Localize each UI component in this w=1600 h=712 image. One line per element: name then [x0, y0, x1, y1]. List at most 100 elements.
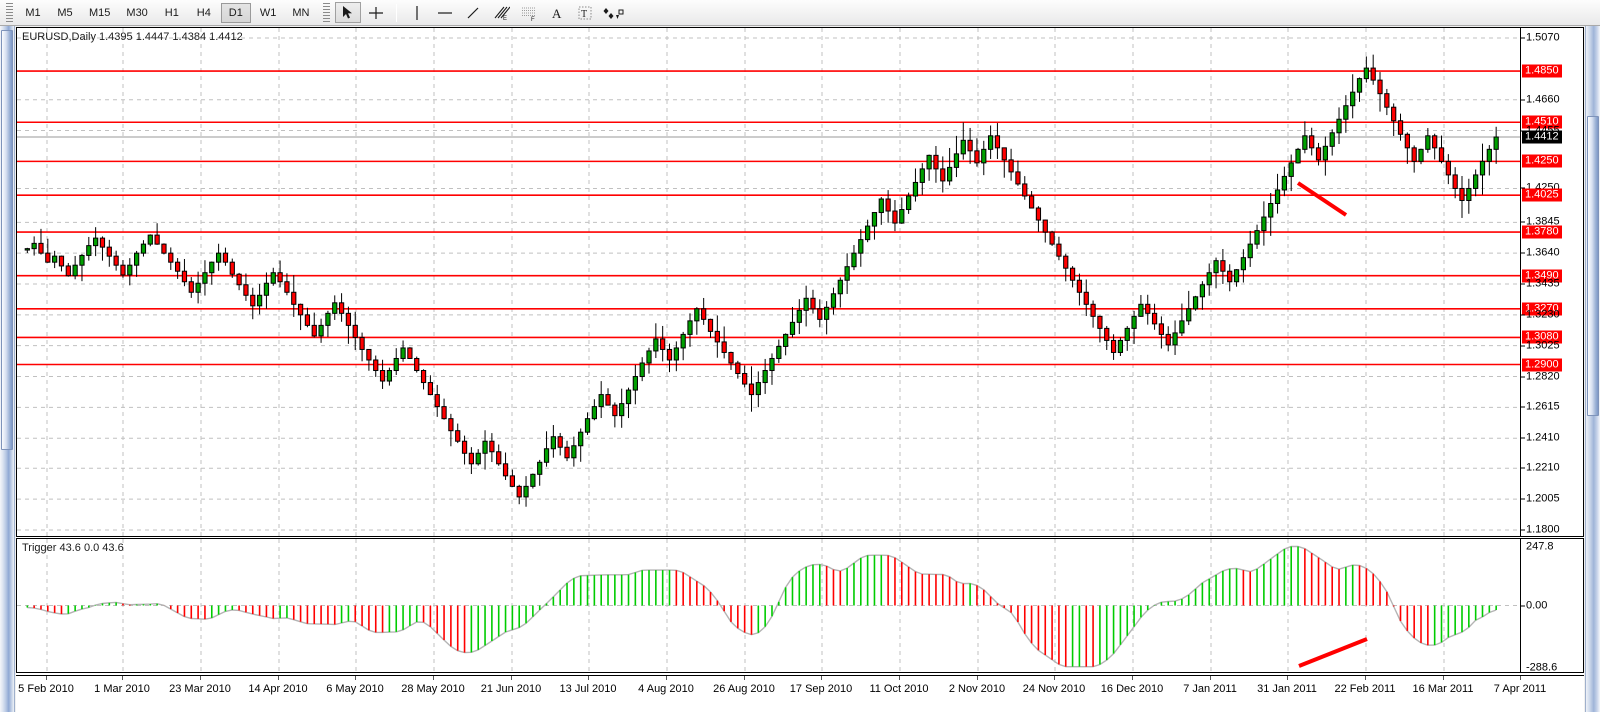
trendline-tool-button[interactable] — [460, 2, 486, 23]
price-axis-tick — [1521, 498, 1525, 500]
left-scrollbar[interactable] — [0, 26, 15, 712]
price-axis-label: 1.3435 — [1526, 277, 1560, 290]
time-axis-tick — [122, 676, 123, 680]
text-tool-button[interactable]: A — [544, 2, 570, 23]
time-axis[interactable]: 5 Feb 2010 1 Mar 2010 23 Mar 2010 14 Apr 20… — [16, 675, 1584, 712]
cursor-tool-button[interactable] — [335, 2, 362, 23]
time-axis-label: 16 Dec 2010 — [1100, 683, 1164, 695]
timeframe-button-mn[interactable]: MN — [292, 6, 310, 19]
time-axis-tick — [744, 676, 745, 680]
svg-text:T: T — [581, 9, 587, 20]
toolbar-separator-1 — [396, 3, 398, 22]
text-a-icon: A — [552, 6, 562, 21]
timeframe-button-w1[interactable]: W1 — [259, 6, 277, 19]
price-axis-tick — [1521, 283, 1525, 285]
time-axis-label: 17 Sep 2010 — [789, 683, 853, 695]
time-axis-label: 23 Mar 2010 — [169, 683, 231, 695]
time-axis-tick — [1443, 676, 1444, 680]
elliott-wave-icon: E — [494, 6, 511, 21]
time-axis-tick — [278, 676, 279, 680]
toolbar: M1 M5 M15 M30 H1 H4 D1 W1 MN — [0, 0, 1600, 26]
price-plot[interactable] — [17, 28, 1520, 536]
indicator-pane[interactable]: Trigger 43.6 0.0 43.6 247.8 0.00 -288.6 — [16, 538, 1584, 673]
time-axis-label: 2 Nov 2010 — [948, 683, 1006, 695]
right-scrollbar-thumb[interactable] — [1587, 116, 1599, 416]
elliott-wave-tool-button[interactable]: E — [488, 2, 514, 23]
text-label-icon: T — [578, 6, 592, 20]
price-level-chip[interactable]: 1.4250 — [1522, 154, 1562, 168]
price-axis-tick — [1521, 467, 1525, 469]
right-scrollbar[interactable] — [1585, 26, 1600, 712]
price-axis-tick — [1521, 376, 1525, 378]
chart-area: EURUSD,Daily 1.4395 1.4447 1.4384 1.4412… — [16, 27, 1584, 712]
price-level-chip[interactable]: 1.3780 — [1522, 225, 1562, 239]
price-axis-label: 1.1800 — [1526, 523, 1560, 536]
time-axis-label: 31 Jan 2011 — [1257, 683, 1317, 695]
price-axis-label: 1.2410 — [1526, 431, 1560, 444]
price-candles-layer — [17, 28, 1520, 536]
price-axis-label: 1.3640 — [1526, 246, 1560, 259]
indicator-plot[interactable] — [17, 539, 1520, 672]
timeframe-button-m15[interactable]: M15 — [89, 6, 111, 19]
price-level-chip[interactable]: 1.4025 — [1522, 188, 1562, 202]
current-price-chip[interactable]: 1.4412 — [1522, 130, 1562, 144]
price-axis-tick — [1521, 99, 1525, 101]
toolbar-grip-timeframes[interactable] — [5, 2, 14, 23]
left-scrollbar-thumb[interactable] — [1, 30, 13, 450]
price-level-chip[interactable]: 1.4850 — [1522, 64, 1562, 78]
horizontal-line-tool-button[interactable] — [432, 2, 458, 23]
price-axis-label: 1.2615 — [1526, 400, 1560, 413]
price-level-chip[interactable]: 1.3270 — [1522, 302, 1562, 316]
crosshair-tool-button[interactable] — [363, 2, 389, 23]
indicator-axis-label: 247.8 — [1526, 540, 1554, 553]
indicator-axis-tick — [1521, 605, 1525, 606]
indicator-axis-label: -288.6 — [1526, 661, 1558, 674]
timeframe-button-h4[interactable]: H4 — [196, 6, 211, 19]
timeframe-button-h1[interactable]: H1 — [164, 6, 179, 19]
time-axis-label: 28 May 2010 — [401, 683, 465, 695]
fibonacci-icon: F — [522, 7, 536, 21]
timeframe-button-m30[interactable]: M30 — [126, 6, 148, 19]
price-level-chip[interactable]: 1.4510 — [1522, 115, 1562, 129]
time-axis-tick — [355, 676, 356, 680]
toolbar-grip-tools[interactable] — [322, 2, 332, 23]
time-axis-tick — [433, 676, 434, 680]
time-axis-tick — [588, 676, 589, 680]
time-axis-label: 22 Feb 2011 — [1334, 683, 1396, 695]
price-axis-tick — [1521, 252, 1525, 254]
indicator-axis-label: 0.00 — [1526, 599, 1548, 611]
price-level-chip[interactable]: 1.3490 — [1522, 269, 1562, 283]
price-axis-tick — [1521, 221, 1525, 223]
price-pane-title: EURUSD,Daily 1.4395 1.4447 1.4384 1.4412 — [22, 31, 243, 43]
price-axis-label: 1.2005 — [1526, 492, 1560, 505]
time-axis-tick — [1132, 676, 1133, 680]
price-level-chip[interactable]: 1.2900 — [1522, 358, 1562, 371]
price-axis-label: 1.5070 — [1526, 31, 1560, 44]
text-label-tool-button[interactable]: T — [572, 2, 598, 23]
fibonacci-tool-button[interactable]: F — [516, 2, 542, 23]
timeframe-button-m5[interactable]: M5 — [57, 6, 73, 19]
price-pane[interactable]: EURUSD,Daily 1.4395 1.4447 1.4384 1.4412… — [16, 27, 1584, 537]
timeframe-button-m1[interactable]: M1 — [25, 6, 41, 19]
price-axis-tick — [1521, 187, 1525, 189]
price-axis-tick — [1521, 345, 1525, 347]
time-axis-label: 7 Apr 2011 — [1493, 683, 1547, 695]
timeframe-button-d1[interactable]: D1 — [220, 2, 251, 23]
time-axis-tick — [666, 676, 667, 680]
time-axis-label: 5 Feb 2010 — [18, 683, 74, 695]
vertical-line-tool-button[interactable] — [404, 2, 430, 23]
time-axis-label: 13 Jul 2010 — [559, 683, 617, 695]
cursor-icon — [343, 6, 353, 19]
time-axis-label: 6 May 2010 — [326, 683, 384, 695]
time-axis-label: 21 Jun 2010 — [480, 683, 542, 695]
price-axis-tick — [1521, 529, 1525, 531]
time-axis-tick — [1520, 676, 1521, 680]
indicator-axis[interactable]: 247.8 0.00 -288.6 — [1520, 539, 1583, 674]
time-axis-tick — [200, 676, 201, 680]
price-axis-tick — [1521, 437, 1525, 439]
shapes-icon — [603, 7, 624, 19]
shapes-tool-button[interactable] — [600, 2, 626, 23]
price-level-chip[interactable]: 1.3080 — [1522, 330, 1562, 344]
svg-text:F: F — [531, 17, 535, 21]
